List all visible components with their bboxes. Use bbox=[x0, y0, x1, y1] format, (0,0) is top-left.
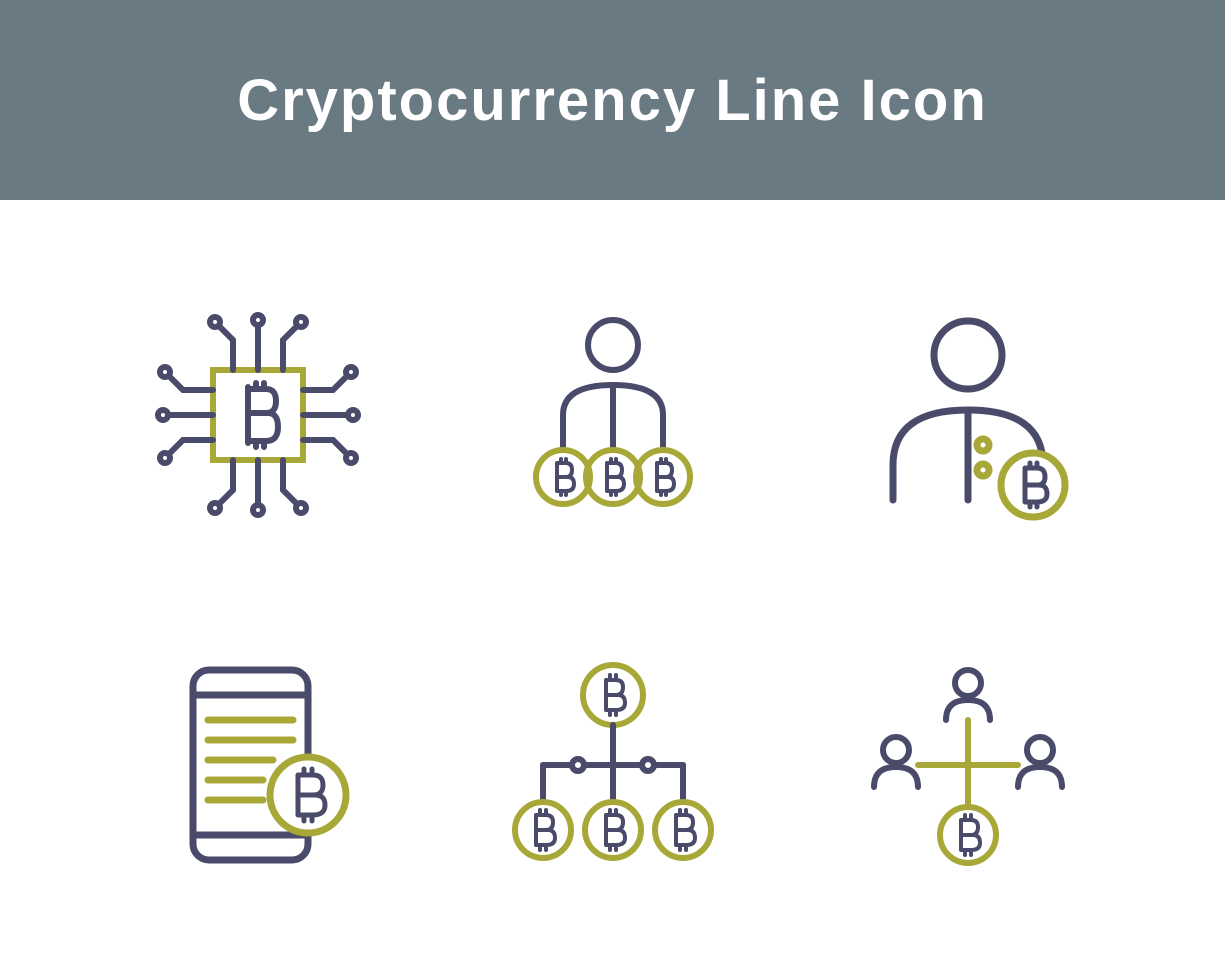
header-banner: Cryptocurrency Line Icon bbox=[0, 0, 1225, 200]
icon-cell-user-badge bbox=[810, 260, 1125, 570]
icon-cell-user-tree bbox=[455, 260, 770, 570]
user-bitcoin-badge-icon bbox=[858, 305, 1078, 525]
icon-cell-mobile bbox=[100, 610, 415, 920]
user-bitcoin-tree-icon bbox=[503, 305, 723, 525]
icon-cell-chip bbox=[100, 260, 415, 570]
mobile-bitcoin-icon bbox=[148, 655, 368, 875]
icon-cell-people-network bbox=[810, 610, 1125, 920]
people-bitcoin-network-icon bbox=[858, 655, 1078, 875]
bitcoin-hierarchy-icon bbox=[503, 655, 723, 875]
icon-grid bbox=[0, 200, 1225, 980]
icon-cell-hierarchy bbox=[455, 610, 770, 920]
bitcoin-chip-icon bbox=[148, 305, 368, 525]
page-title: Cryptocurrency Line Icon bbox=[237, 67, 988, 134]
